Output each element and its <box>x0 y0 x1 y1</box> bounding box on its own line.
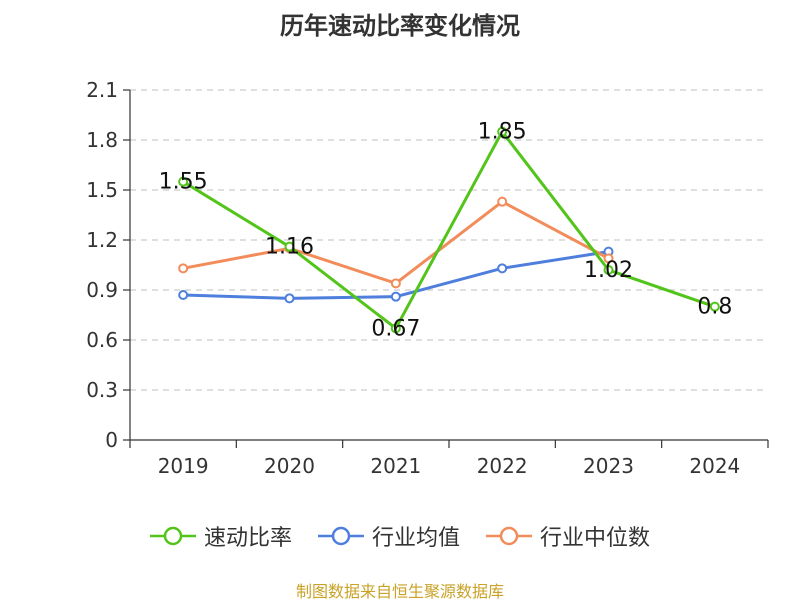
legend-label-quick-ratio: 速动比率 <box>203 526 292 551</box>
y-tick-label: 0.3 <box>86 378 118 402</box>
chart-title: 历年速动比率变化情况 <box>280 12 520 40</box>
legend-marker-2 <box>499 526 519 546</box>
axis-layer: 0 0.3 0.6 0.9 1.2 1.5 1.8 2.1 2019 2020 2021 2022 20… <box>86 78 769 478</box>
legend-marker-1 <box>331 526 351 546</box>
data-label: 0.67 <box>371 316 420 341</box>
legend-label-industry-median: 行业中位数 <box>540 526 651 551</box>
grid-layer <box>130 89 768 391</box>
legend-swatch-industry-median <box>486 526 532 546</box>
data-label: 0.8 <box>697 295 732 320</box>
legend-marker-0 <box>163 526 183 546</box>
data-point-1 <box>390 291 401 302</box>
legend-item-quick-ratio[interactable]: 速动比率 <box>149 520 292 552</box>
x-tick-label: 2022 <box>477 454 528 478</box>
legend-swatch-quick-ratio <box>149 526 196 546</box>
x-tick-label: 2020 <box>264 454 315 478</box>
data-point-2 <box>603 253 614 264</box>
y-tick-label: 1.2 <box>86 228 118 252</box>
data-point-0 <box>390 323 401 334</box>
data-point-2 <box>497 196 508 207</box>
series-line-1 <box>183 250 609 300</box>
data-point-2 <box>178 263 189 274</box>
data-point-0 <box>709 301 720 312</box>
source-footer: 制图数据来自恒生聚源数据库 <box>295 582 504 601</box>
y-tick-label: 1.5 <box>86 178 118 202</box>
data-point-1 <box>497 263 508 274</box>
data-label: 1.85 <box>478 120 527 145</box>
series-layer <box>178 126 720 334</box>
y-tick-label: 0.9 <box>86 278 118 302</box>
y-tick-label: 1.8 <box>86 128 118 152</box>
y-tick-label: 0.6 <box>86 328 118 352</box>
y-tick-label: 2.1 <box>86 78 118 102</box>
legend-item-industry-median[interactable]: 行业中位数 <box>486 520 650 552</box>
data-point-0 <box>178 176 189 187</box>
x-tick-label: 2021 <box>370 454 421 478</box>
legend-item-industry-mean[interactable]: 行业均值 <box>317 520 460 552</box>
data-point-1 <box>284 293 295 304</box>
data-point-0 <box>497 126 508 137</box>
legend: 速动比率 行业均值 行业中位数 <box>0 520 800 552</box>
label-layer: 1.55 1.16 0.67 1.85 1.02 0.8 <box>159 120 733 342</box>
data-point-0 <box>603 265 614 275</box>
series-line-0 <box>182 130 716 330</box>
x-tick-label: 2023 <box>583 454 634 478</box>
data-point-2 <box>390 278 401 289</box>
x-tick-label: 2024 <box>689 454 740 478</box>
data-point-0 <box>284 241 295 252</box>
data-label: 1.16 <box>265 235 314 260</box>
data-point-1 <box>178 290 189 300</box>
x-tick-label: 2019 <box>158 454 209 478</box>
legend-swatch-industry-mean <box>317 526 364 546</box>
series-line-2 <box>182 200 610 285</box>
legend-label-industry-mean: 行业均值 <box>371 526 460 551</box>
data-label: 1.02 <box>584 258 633 283</box>
data-label: 1.55 <box>159 170 208 195</box>
y-tick-label: 0 <box>105 428 118 452</box>
